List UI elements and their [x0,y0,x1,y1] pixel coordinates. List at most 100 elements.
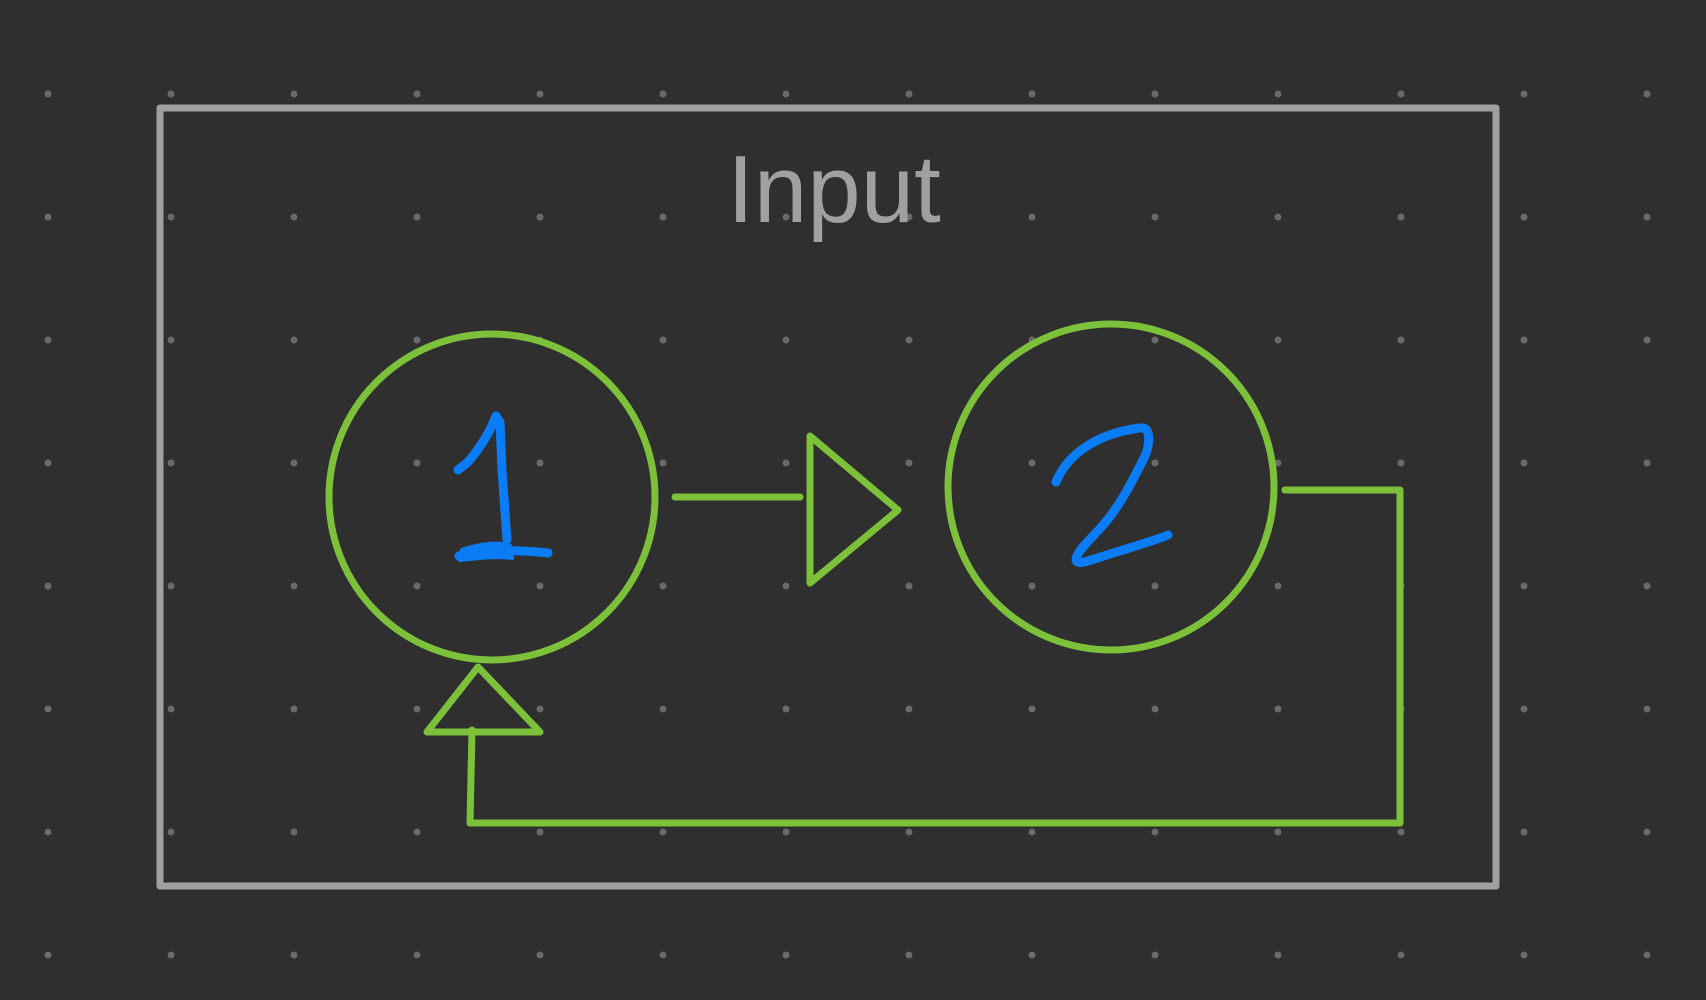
grid-dot [1397,828,1405,836]
grid-dot [44,459,52,467]
frame-border [156,104,1500,890]
grid-dot [782,828,790,836]
grid-dot [536,705,544,713]
grid-dot [1151,582,1159,590]
grid-dot [1028,828,1036,836]
grid-dot [1520,828,1528,836]
grid-dot [1151,459,1159,467]
grid-dot [782,951,790,959]
edge-line [466,486,1404,827]
grid-dot [659,90,667,98]
node-circle [325,330,659,664]
grid-dot [167,336,175,344]
grid-dot [290,582,298,590]
grid-dot [659,582,667,590]
grid-dot [1397,336,1405,344]
grid-dot [1643,336,1651,344]
grid-dot [659,828,667,836]
grid-dot [1028,213,1036,221]
grid-dot [1397,951,1405,959]
frame-title: Input [727,136,941,243]
grid-dot [659,336,667,344]
grid-dot [290,213,298,221]
grid-dot [413,828,421,836]
grid-dot [1643,828,1651,836]
grid-dot [905,336,913,344]
grid-dot [44,582,52,590]
grid-dot [413,90,421,98]
grid-dot [1643,705,1651,713]
grid-dot [1028,951,1036,959]
grid-dot [413,459,421,467]
grid-dot [167,582,175,590]
grid-dot [1520,582,1528,590]
grid-dot [1274,705,1282,713]
grid-dot [1028,459,1036,467]
grid-dot [413,951,421,959]
grid-dot [290,90,298,98]
grid-dot [413,705,421,713]
node-label-1-handwritten [453,411,553,562]
grid-dot [782,459,790,467]
grid-dot [290,336,298,344]
grid-dot [167,90,175,98]
grid-dot [659,213,667,221]
grid-dot [536,828,544,836]
state-node-2[interactable] [944,320,1278,654]
grid-dot [1151,705,1159,713]
grid-dot [1520,951,1528,959]
grid-dot [1643,582,1651,590]
edge-node-1-to-node-2[interactable] [671,432,902,587]
grid-dot [44,336,52,344]
grid-dot [659,951,667,959]
grid-dot [1274,336,1282,344]
grid-dot [1151,828,1159,836]
grid-dot [1274,459,1282,467]
grid-dot [290,705,298,713]
grid-dot [905,705,913,713]
grid-dot [782,705,790,713]
grid-dot [536,951,544,959]
grid-dot [1274,828,1282,836]
grid-dot [1274,951,1282,959]
arrowhead-right-icon [806,432,902,587]
grid-dot [782,90,790,98]
grid-dot [536,90,544,98]
grid-dot [167,459,175,467]
grid-dot [1520,459,1528,467]
grid-dot [290,828,298,836]
grid-dot [905,90,913,98]
grid-dot [44,90,52,98]
grid-dot [905,828,913,836]
grid-dot [1643,459,1651,467]
grid-dot [1151,951,1159,959]
grid-dot [167,951,175,959]
grid-dot [44,951,52,959]
node-label-2-handwritten [1051,423,1173,567]
grid-dot [1274,213,1282,221]
grid-dot [413,336,421,344]
grid-dot [782,213,790,221]
grid-dot [905,459,913,467]
dot-grid [44,90,1651,959]
grid-dot [44,828,52,836]
grid-dot [167,828,175,836]
grid-dot [659,459,667,467]
grid-dot [1397,459,1405,467]
grid-dot [167,213,175,221]
state-node-1[interactable] [325,330,659,664]
grid-dot [413,582,421,590]
grid-dot [1397,213,1405,221]
input-frame[interactable]: Input [156,104,1500,890]
grid-dot [659,705,667,713]
grid-dot [1028,705,1036,713]
grid-dot [905,213,913,221]
grid-dot [1151,213,1159,221]
grid-dot [1028,582,1036,590]
grid-dot [290,951,298,959]
grid-dot [536,459,544,467]
edge-node-2-to-node-1[interactable] [423,486,1404,827]
node-circle [944,320,1278,654]
grid-dot [1520,213,1528,221]
